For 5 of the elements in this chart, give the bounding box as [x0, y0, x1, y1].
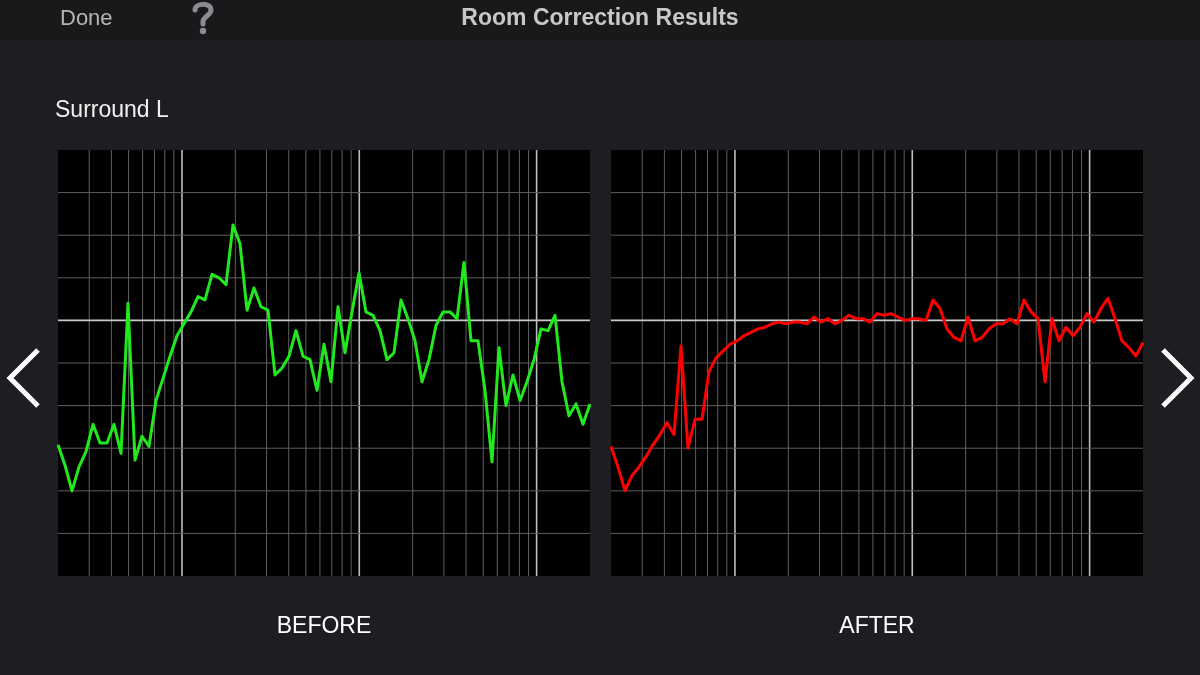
x-axis-title: BEFORE — [276, 611, 372, 638]
chart-subtitle: Surround L — [55, 96, 169, 123]
x-axis-title: AFTER — [839, 611, 915, 638]
chart-title: Room Correction Results — [461, 4, 739, 30]
text: Done — [60, 5, 113, 31]
